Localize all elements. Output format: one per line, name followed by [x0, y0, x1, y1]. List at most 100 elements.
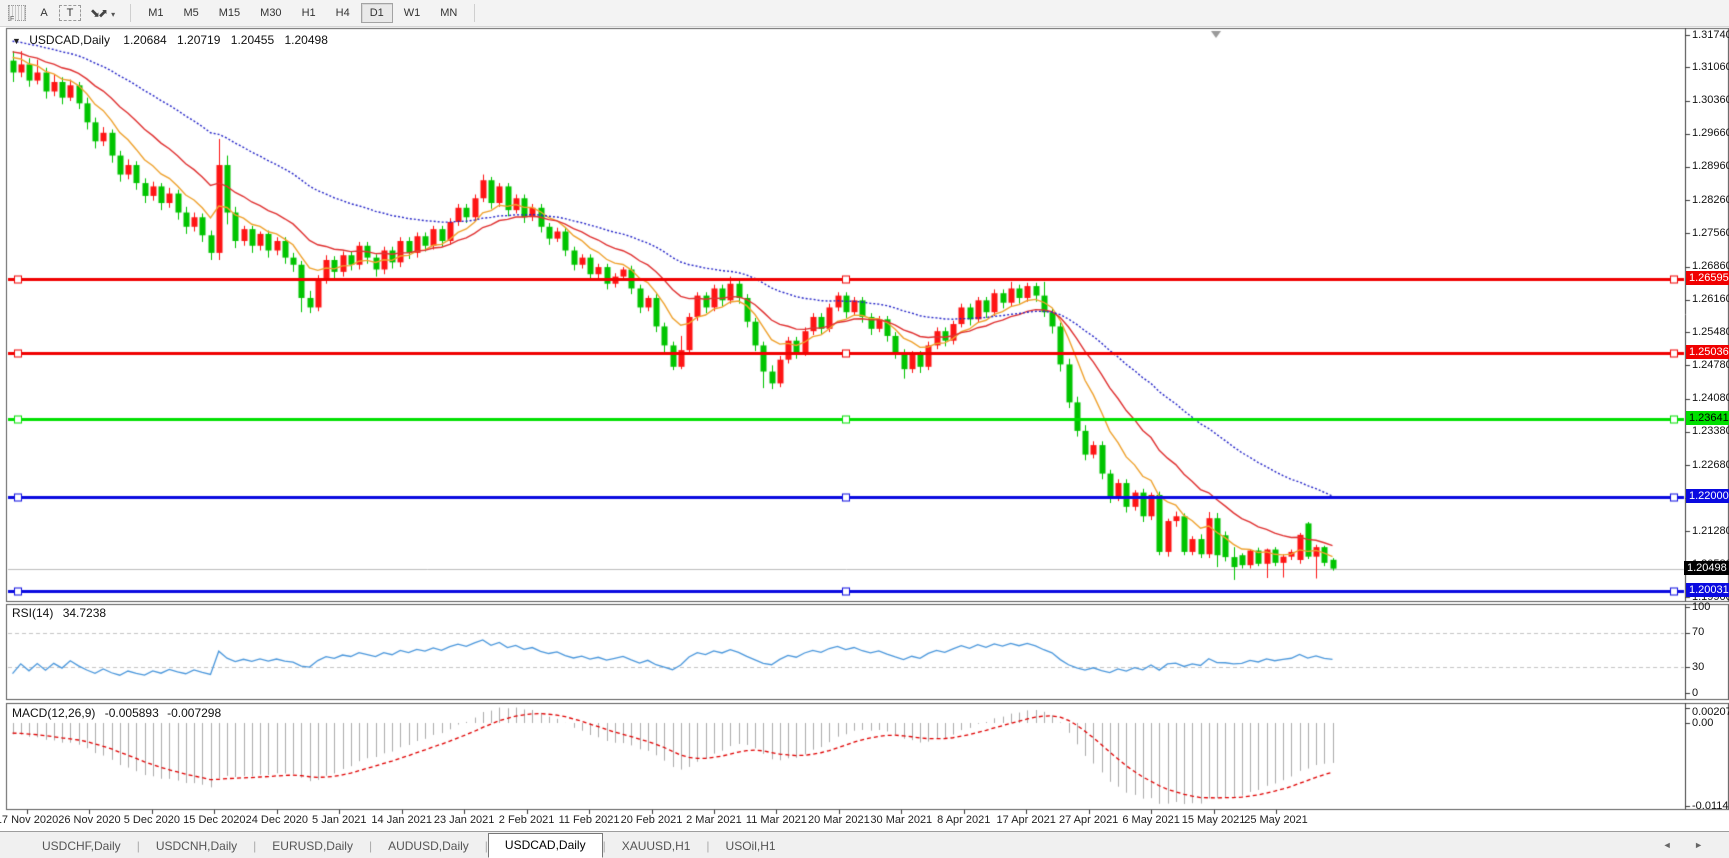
rsi-panel-label: RSI(14) 34.7238 [12, 606, 106, 620]
macd-panel-label: MACD(12,26,9) -0.005893 -0.007298 [12, 706, 221, 720]
price-axis-label: 1.28960 [1692, 160, 1729, 173]
macd-signal-value: -0.007298 [167, 706, 222, 720]
chevron-down-icon: ▾ [111, 10, 116, 19]
timeframe-button-w1[interactable]: W1 [403, 7, 421, 19]
close-value: 1.20498 [284, 33, 328, 47]
date-axis-label: 2 Feb 2021 [498, 814, 555, 826]
price-axis-label: 1.22680 [1692, 458, 1729, 471]
tab-usdcad[interactable]: USDCAD,Daily [487, 833, 603, 858]
tab-scroll-arrows: ◄ ► [1663, 840, 1713, 850]
date-axis-label: 2 Mar 2021 [686, 814, 742, 826]
timeframe-button-m1[interactable]: M1 [148, 7, 164, 19]
tab-separator: | [136, 839, 140, 853]
chart-title: ▼ USDCAD,Daily 1.20684 1.20719 1.20455 1… [12, 33, 335, 47]
hline-price-badge: 1.22000 [1686, 489, 1729, 504]
tab-scroll-left-icon[interactable]: ◄ [1662, 840, 1682, 850]
hline-price-badge: 1.23641 [1686, 411, 1729, 426]
timeframe-button-m30[interactable]: M30 [260, 7, 282, 19]
price-axis-label: 1.29660 [1692, 127, 1729, 140]
rsi-axis-label: 70 [1692, 626, 1705, 639]
date-axis-label: 8 Apr 2021 [937, 814, 991, 826]
date-axis-label: 6 May 2021 [1122, 814, 1180, 826]
date-axis-label: 30 Mar 2021 [870, 814, 933, 826]
timeframe-button-mn[interactable]: MN [440, 7, 458, 19]
timeframe-group: M1 M5 M15 M30 H1 H4 D1 W1 MN [138, 3, 467, 23]
timeframe-button-h4[interactable]: H4 [335, 7, 350, 19]
macd-name: MACD(12,26,9) [12, 706, 96, 720]
price-axis-label: 1.24080 [1692, 392, 1729, 405]
price-axis-label: 1.24780 [1692, 358, 1729, 371]
date-axis-label: 25 May 2021 [1244, 814, 1308, 826]
macd-axis-label: 0.002074 [1692, 706, 1729, 718]
rsi-value: 34.7238 [62, 606, 107, 620]
price-axis-label: 1.21280 [1692, 524, 1729, 537]
text-tool-button[interactable]: T [59, 5, 81, 21]
tab-separator: | [368, 839, 373, 853]
open-value: 1.20684 [123, 33, 167, 47]
price-axis-label: 1.27560 [1692, 226, 1729, 239]
date-axis-label: 23 Jan 2021 [433, 814, 495, 826]
tab-xauusd[interactable]: XAUUSD,H1 [621, 839, 691, 853]
tab-usdchf[interactable]: USDCHF,Daily [42, 839, 121, 853]
price-axis-label: 1.28260 [1692, 193, 1729, 206]
price-axis-label: 1.25480 [1692, 325, 1729, 338]
price-axis-label: 1.30360 [1692, 94, 1729, 106]
tab-separator: | [602, 839, 606, 853]
date-axis-label: 11 Feb 2021 [558, 814, 620, 826]
price-axis-label: 1.26160 [1692, 293, 1729, 306]
date-axis-label: 24 Dec 2020 [245, 814, 308, 826]
hline-price-badge: 1.20031 [1686, 582, 1729, 597]
price-axis-label: 1.31060 [1692, 60, 1729, 73]
date-axis-label: 26 Nov 2020 [58, 814, 121, 826]
date-axis-label: 27 Apr 2021 [1058, 814, 1119, 826]
rsi-axis-label: 100 [1692, 600, 1711, 613]
date-axis-label: 15 Dec 2020 [183, 814, 246, 826]
symbol-tab-bar: USDCHF,Daily | USDCNH,Daily | EURUSD,Daily | A… [0, 831, 1729, 858]
tab-eurusd[interactable]: EURUSD,Daily [272, 839, 353, 853]
timeframe-button-m15[interactable]: M15 [218, 7, 241, 19]
macd-axis-label: 0.00 [1692, 716, 1714, 729]
date-axis-label: 11 Mar 2021 [745, 814, 807, 826]
diagonal-arrows-icon: ⬊⬈ [90, 6, 108, 20]
rsi-axis-label: 30 [1692, 660, 1705, 673]
toolbar-separator [130, 4, 132, 22]
hline-price-badge: 1.25036 [1686, 345, 1729, 360]
tab-audusd[interactable]: AUDUSD,Daily [388, 839, 469, 853]
date-axis-label: 20 Mar 2021 [807, 814, 870, 826]
cursor-tools-button[interactable]: ⬊⬈ ▾ [83, 2, 122, 24]
date-axis-label: 17 Nov 2020 [0, 814, 59, 826]
date-axis-label: 14 Jan 2021 [371, 814, 432, 826]
hline-price-badge: 1.26595 [1686, 271, 1729, 286]
low-value: 1.20455 [230, 33, 275, 47]
timeframe-button-m5[interactable]: M5 [183, 7, 199, 19]
price-axis-label: 1.26860 [1692, 260, 1729, 273]
date-axis-label: 15 May 2021 [1181, 814, 1246, 826]
tab-separator: | [253, 839, 257, 853]
tab-usdcnh[interactable]: USDCNH,Daily [155, 839, 238, 853]
price-axis-label: 1.23380 [1692, 425, 1729, 438]
toolbar-separator [474, 4, 476, 22]
window-menu-caret-icon[interactable]: ▼ [12, 36, 21, 46]
tab-separator: | [706, 839, 710, 853]
date-axis-label: 5 Dec 2020 [123, 814, 181, 826]
timeframe-button-d1[interactable]: D1 [360, 3, 393, 23]
price-axis-label: 1.31740 [1692, 28, 1729, 41]
date-axis-label: 20 Feb 2021 [620, 814, 683, 826]
font-tool-button[interactable]: A [40, 7, 48, 19]
date-axis-label: 17 Apr 2021 [996, 814, 1056, 826]
macd-axis-label: -0.011462 [1692, 799, 1729, 812]
current-price-badge: 1.20498 [1684, 560, 1729, 575]
date-axis-label: 5 Jan 2021 [312, 814, 367, 826]
toolbar-grip-icon[interactable]: F [8, 5, 26, 23]
top-toolbar: F A T ⬊⬈ ▾ M1 M5 M15 M30 H1 H4 D1 W1 MN [0, 0, 1729, 27]
tab-separator: | [484, 839, 488, 853]
rsi-name: RSI(14) [12, 606, 54, 620]
tab-usoil[interactable]: USOil,H1 [725, 839, 776, 853]
symbol-label: USDCAD,Daily [29, 33, 110, 47]
macd-main-value: -0.005893 [104, 706, 159, 720]
high-value: 1.20719 [177, 33, 221, 47]
timeframe-button-h1[interactable]: H1 [301, 7, 316, 19]
tab-scroll-right-icon[interactable]: ► [1694, 840, 1713, 850]
